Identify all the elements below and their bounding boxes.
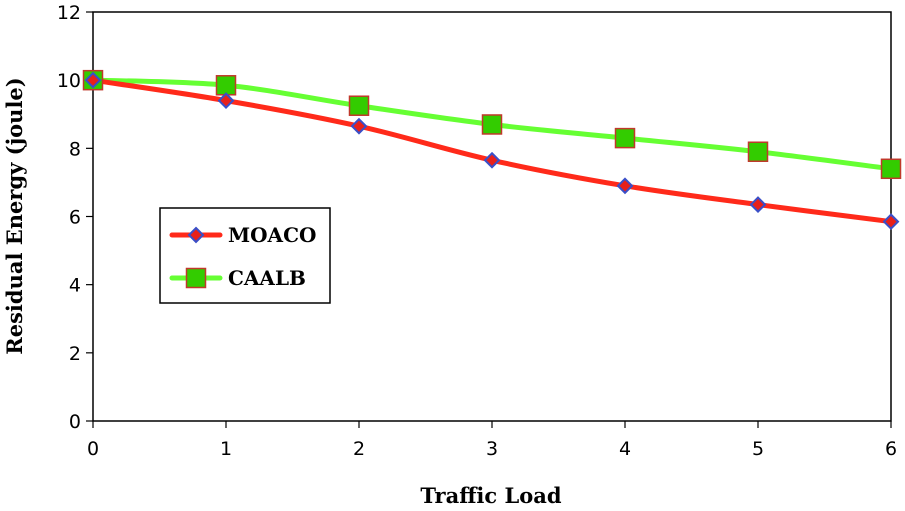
y-tick-label: 10	[57, 70, 81, 92]
x-tick-label: 3	[486, 438, 498, 460]
data-point-caalb	[215, 75, 237, 96]
data-point-moaco	[616, 177, 634, 195]
data-point-moaco	[217, 92, 235, 110]
data-point-moaco	[882, 213, 900, 231]
legend-marker-caalb	[185, 267, 207, 289]
data-point-moaco	[350, 117, 368, 135]
data-point-moaco	[84, 71, 102, 89]
y-tick-label: 12	[57, 2, 81, 24]
y-tick-label: 8	[69, 138, 81, 160]
data-point-moaco	[483, 151, 501, 169]
x-tick-label: 5	[752, 438, 764, 460]
data-point-caalb	[614, 127, 636, 149]
legend-label-moaco: MOACO	[228, 223, 316, 247]
x-tick-label: 6	[885, 438, 897, 460]
y-axis-title: Residual Energy (joule)	[2, 77, 27, 354]
y-tick-label: 4	[69, 275, 81, 297]
legend: MOACO CAALB	[159, 207, 331, 304]
y-tick-label: 2	[69, 343, 81, 365]
x-tick-label: 2	[353, 438, 365, 460]
data-point-caalb	[747, 141, 769, 162]
data-point-caalb	[348, 95, 370, 116]
legend-label-caalb: CAALB	[228, 266, 306, 290]
x-tick-label: 1	[220, 438, 232, 460]
x-axis-title: Traffic Load	[420, 483, 561, 508]
x-tick-label: 0	[87, 438, 99, 460]
y-tick-label: 6	[69, 207, 81, 229]
y-tick-label: 0	[69, 411, 81, 433]
x-tick-label: 4	[619, 438, 631, 460]
data-point-moaco	[749, 196, 767, 213]
legend-marker-moaco	[187, 226, 205, 244]
data-point-caalb	[481, 114, 503, 135]
data-point-caalb	[880, 158, 902, 180]
